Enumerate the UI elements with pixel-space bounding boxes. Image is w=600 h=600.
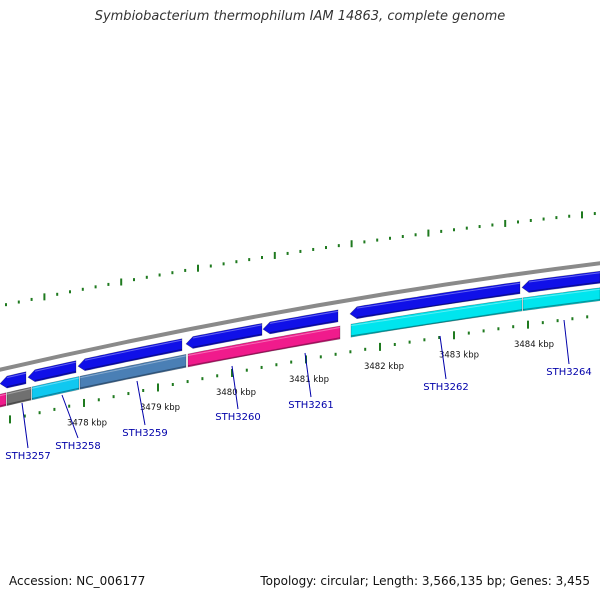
map-title: Symbiobacterium thermophilum IAM 14863, … bbox=[94, 9, 506, 24]
gene-block-grey-shade bbox=[6, 398, 32, 405]
coordinate-label: 3482 kbp bbox=[364, 362, 404, 372]
gene-arrow bbox=[27, 360, 77, 383]
gene-label[interactable]: STH3260 bbox=[215, 412, 260, 423]
gene-arrow-shade bbox=[6, 381, 27, 388]
gene-label[interactable]: STH3261 bbox=[288, 400, 333, 411]
gene-labels: STH3257 STH3258 STH3259 STH3260 STH3261 STH32… bbox=[5, 319, 592, 462]
gene-block-pink-highlight bbox=[187, 327, 341, 356]
gene-label[interactable]: STH3259 bbox=[122, 428, 167, 439]
gene-block-cyan bbox=[522, 287, 600, 312]
gene-block-cyan bbox=[350, 297, 523, 338]
gene-label-leader bbox=[231, 365, 239, 410]
coordinate-label: 3478 kbp bbox=[67, 418, 107, 428]
gene-label-leader bbox=[304, 352, 312, 398]
gene-arrow-highlight bbox=[6, 372, 27, 379]
gene-block-cyan-shade bbox=[350, 309, 523, 337]
gene-arrow-shade bbox=[356, 291, 521, 319]
gene-block-cyan-highlight bbox=[522, 288, 600, 300]
accession-text: Accession: NC_006177 bbox=[9, 574, 146, 588]
gene-arrow-highlight bbox=[34, 361, 77, 372]
gene-arrow-shade bbox=[269, 320, 339, 334]
gene-arrow-highlight bbox=[192, 324, 263, 339]
gene-label-leader bbox=[61, 394, 79, 439]
gene-block-pink-shade bbox=[187, 337, 341, 367]
gene-arrow bbox=[185, 323, 263, 349]
gene-block-skyblue-highlight bbox=[31, 377, 80, 389]
gene-block-steel-shade bbox=[79, 365, 187, 389]
gene-arrow-highlight bbox=[356, 282, 521, 309]
gene-block-skyblue-shade bbox=[31, 387, 80, 400]
genome-summary-text: Topology: circular; Length: 3,566,135 bp… bbox=[260, 574, 590, 588]
gene-block-cyan-highlight bbox=[350, 298, 523, 327]
gene-label[interactable]: STH3258 bbox=[55, 441, 100, 452]
gene-arrow-highlight bbox=[84, 339, 183, 361]
gene-label-leader bbox=[439, 335, 447, 380]
gene-arrow-highlight bbox=[269, 310, 339, 324]
gene-block-pink-shade bbox=[0, 404, 7, 407]
backbone-arc bbox=[0, 261, 600, 372]
outer-tick-marks bbox=[5, 211, 596, 307]
gene-arrow-highlight bbox=[528, 272, 600, 283]
gene-arrow bbox=[77, 338, 183, 372]
gene-label[interactable]: STH3262 bbox=[423, 382, 468, 393]
gene-block-pink-highlight bbox=[0, 393, 7, 397]
gene-block-cyan-shade bbox=[522, 298, 600, 311]
coordinate-label: 3483 kbp bbox=[439, 351, 479, 361]
gene-label[interactable]: STH3264 bbox=[546, 367, 591, 378]
gene-arrow bbox=[262, 309, 339, 335]
gene-block-steel-highlight bbox=[79, 355, 187, 379]
gene-arrow bbox=[521, 270, 600, 293]
gene-block-grey bbox=[6, 386, 32, 406]
gene-label[interactable]: STH3257 bbox=[5, 451, 50, 462]
gene-label-leader bbox=[563, 319, 570, 365]
gene-block-pink bbox=[187, 325, 341, 368]
gene-arrow-shade bbox=[34, 370, 77, 382]
gene-block-pink bbox=[0, 392, 7, 408]
gene-arrow-shade bbox=[84, 348, 183, 371]
gene-arrow-shade bbox=[192, 333, 263, 348]
gene-block-steel bbox=[79, 354, 187, 390]
gene-arrow bbox=[0, 371, 27, 389]
gene-arrow bbox=[349, 281, 521, 320]
inner-tick-marks bbox=[9, 315, 589, 424]
gene-label-leader bbox=[136, 380, 146, 426]
coordinate-label: 3484 kbp bbox=[514, 340, 554, 350]
coordinate-label: 3479 kbp bbox=[140, 403, 180, 413]
gene-block-skyblue bbox=[31, 376, 80, 401]
gene-label-leader bbox=[21, 402, 29, 449]
genome-backbone bbox=[0, 261, 600, 372]
gene-arrow-shade bbox=[528, 281, 600, 292]
gene-track bbox=[0, 270, 600, 408]
gene-block-grey-highlight bbox=[6, 388, 32, 395]
